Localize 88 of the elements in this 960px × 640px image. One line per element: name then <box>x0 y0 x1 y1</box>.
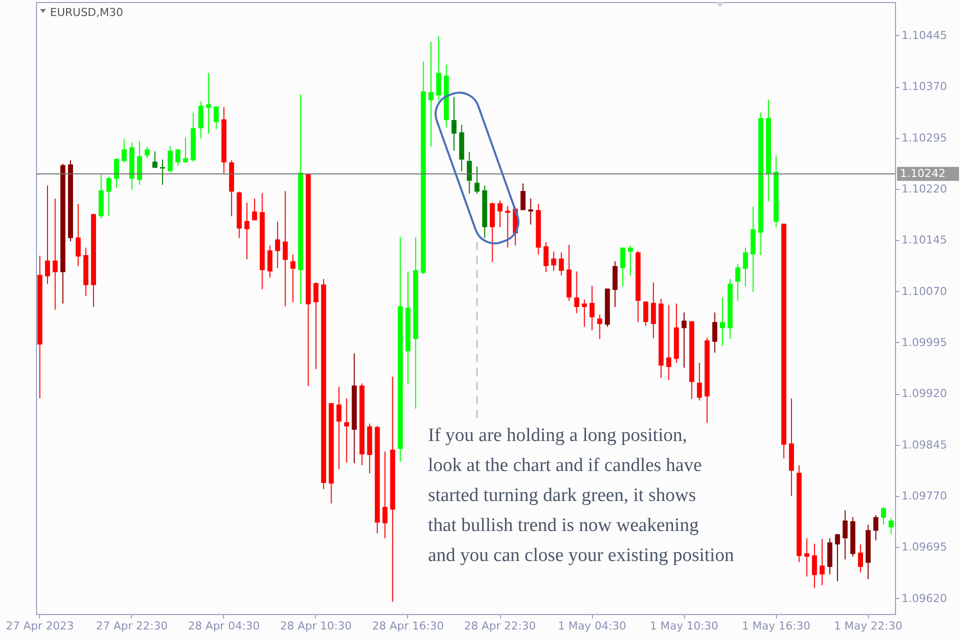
candlestick <box>650 282 656 339</box>
candlestick <box>628 245 633 276</box>
candlestick <box>858 544 863 573</box>
candlestick <box>45 185 50 284</box>
candlestick <box>712 312 718 354</box>
candlestick <box>76 203 81 267</box>
y-tick-label: 1.09920 <box>902 387 947 400</box>
x-tick-label: 28 Apr 10:30 <box>280 620 352 632</box>
candlestick <box>551 251 556 272</box>
candlestick <box>505 206 510 248</box>
candlestick <box>282 190 288 307</box>
candlestick <box>735 263 740 302</box>
candlestick <box>313 282 318 370</box>
y-tick-label: 1.10220 <box>902 182 947 196</box>
candlestick <box>590 285 595 331</box>
candlestick <box>742 247 748 288</box>
candlestick <box>597 314 602 340</box>
y-tick-label: 1.10295 <box>902 131 947 144</box>
candlestick <box>267 245 272 278</box>
candlestick <box>451 96 456 152</box>
candlestick <box>122 138 127 164</box>
candlestick <box>106 176 112 217</box>
candlestick <box>252 198 258 221</box>
candlestick <box>114 158 120 188</box>
y-tick-label: 1.09620 <box>902 592 947 605</box>
candlestick <box>474 166 480 194</box>
y-tick-label: 1.10070 <box>902 284 947 298</box>
candlestick <box>183 137 188 163</box>
x-tick-label: 28 Apr 22:30 <box>464 620 536 632</box>
candlestick <box>873 514 878 541</box>
candlestick <box>214 106 219 130</box>
candlestick <box>498 200 503 228</box>
chart-title: EURUSD,M30 <box>50 6 124 19</box>
candlestick <box>168 145 173 172</box>
candlestick <box>244 202 250 260</box>
candlestick <box>842 510 848 560</box>
candlestick <box>544 242 549 273</box>
y-tick-label: 1.09995 <box>902 336 947 349</box>
candlestick <box>175 148 180 166</box>
candlestick <box>558 252 564 276</box>
candlestick <box>666 304 672 380</box>
ref-line-label: 1.10242 <box>900 166 946 180</box>
candlestick <box>682 312 687 368</box>
x-tick-label: 1 May 04:30 <box>558 620 626 632</box>
candlestick <box>696 362 702 401</box>
candlestick <box>290 254 296 303</box>
y-tick-label: 1.09695 <box>902 540 947 554</box>
candlestick <box>382 451 388 539</box>
x-tick-label: 28 Apr 16:30 <box>372 620 444 632</box>
candlestick <box>643 301 648 327</box>
candlestick <box>574 271 580 314</box>
candlestick <box>206 72 212 134</box>
candlestick <box>880 506 886 526</box>
candlestick <box>720 296 725 346</box>
y-tick-label: 1.10445 <box>902 28 947 42</box>
y-tick-label: 1.10145 <box>902 234 947 247</box>
candlestick <box>144 146 150 159</box>
candlestick <box>428 41 434 148</box>
candlestick <box>490 202 495 262</box>
candlestick <box>344 398 350 464</box>
x-tick-label: 27 Apr 2023 <box>6 620 74 632</box>
candlestick <box>834 534 840 582</box>
candlestick <box>198 101 204 139</box>
candlestick <box>160 159 166 186</box>
candlestick <box>520 182 526 211</box>
x-tick-label: 1 May 10:30 <box>650 620 718 632</box>
candlestick <box>52 198 58 310</box>
candlestick <box>582 298 587 328</box>
x-tick-label: 1 May 16:30 <box>742 620 810 632</box>
y-tick-label: 1.09770 <box>902 489 947 502</box>
candlestick <box>275 221 280 269</box>
x-tick-label: 27 Apr 22:30 <box>96 620 168 632</box>
candlestick <box>612 260 618 308</box>
candlestick <box>820 538 825 586</box>
candlestick <box>528 198 534 225</box>
candlestick <box>152 150 158 168</box>
candlestick <box>137 140 142 186</box>
candlestick <box>888 517 894 535</box>
y-tick-label: 1.09845 <box>902 438 947 452</box>
candlestick <box>812 543 817 589</box>
annotation: If you are holding a long position, look at the chart and if candles have started turning dark green, it shows that bullish trend is now weakening and you can close your existing position <box>428 425 735 566</box>
candlestick <box>336 386 342 470</box>
x-tick-label: 1 May 22:30 <box>834 620 902 632</box>
candlestick <box>620 247 626 288</box>
candlestick <box>466 152 472 194</box>
y-tick-label: 1.10370 <box>902 80 947 94</box>
candlestick <box>436 36 442 101</box>
x-tick-label: 28 Apr 04:30 <box>188 620 260 632</box>
